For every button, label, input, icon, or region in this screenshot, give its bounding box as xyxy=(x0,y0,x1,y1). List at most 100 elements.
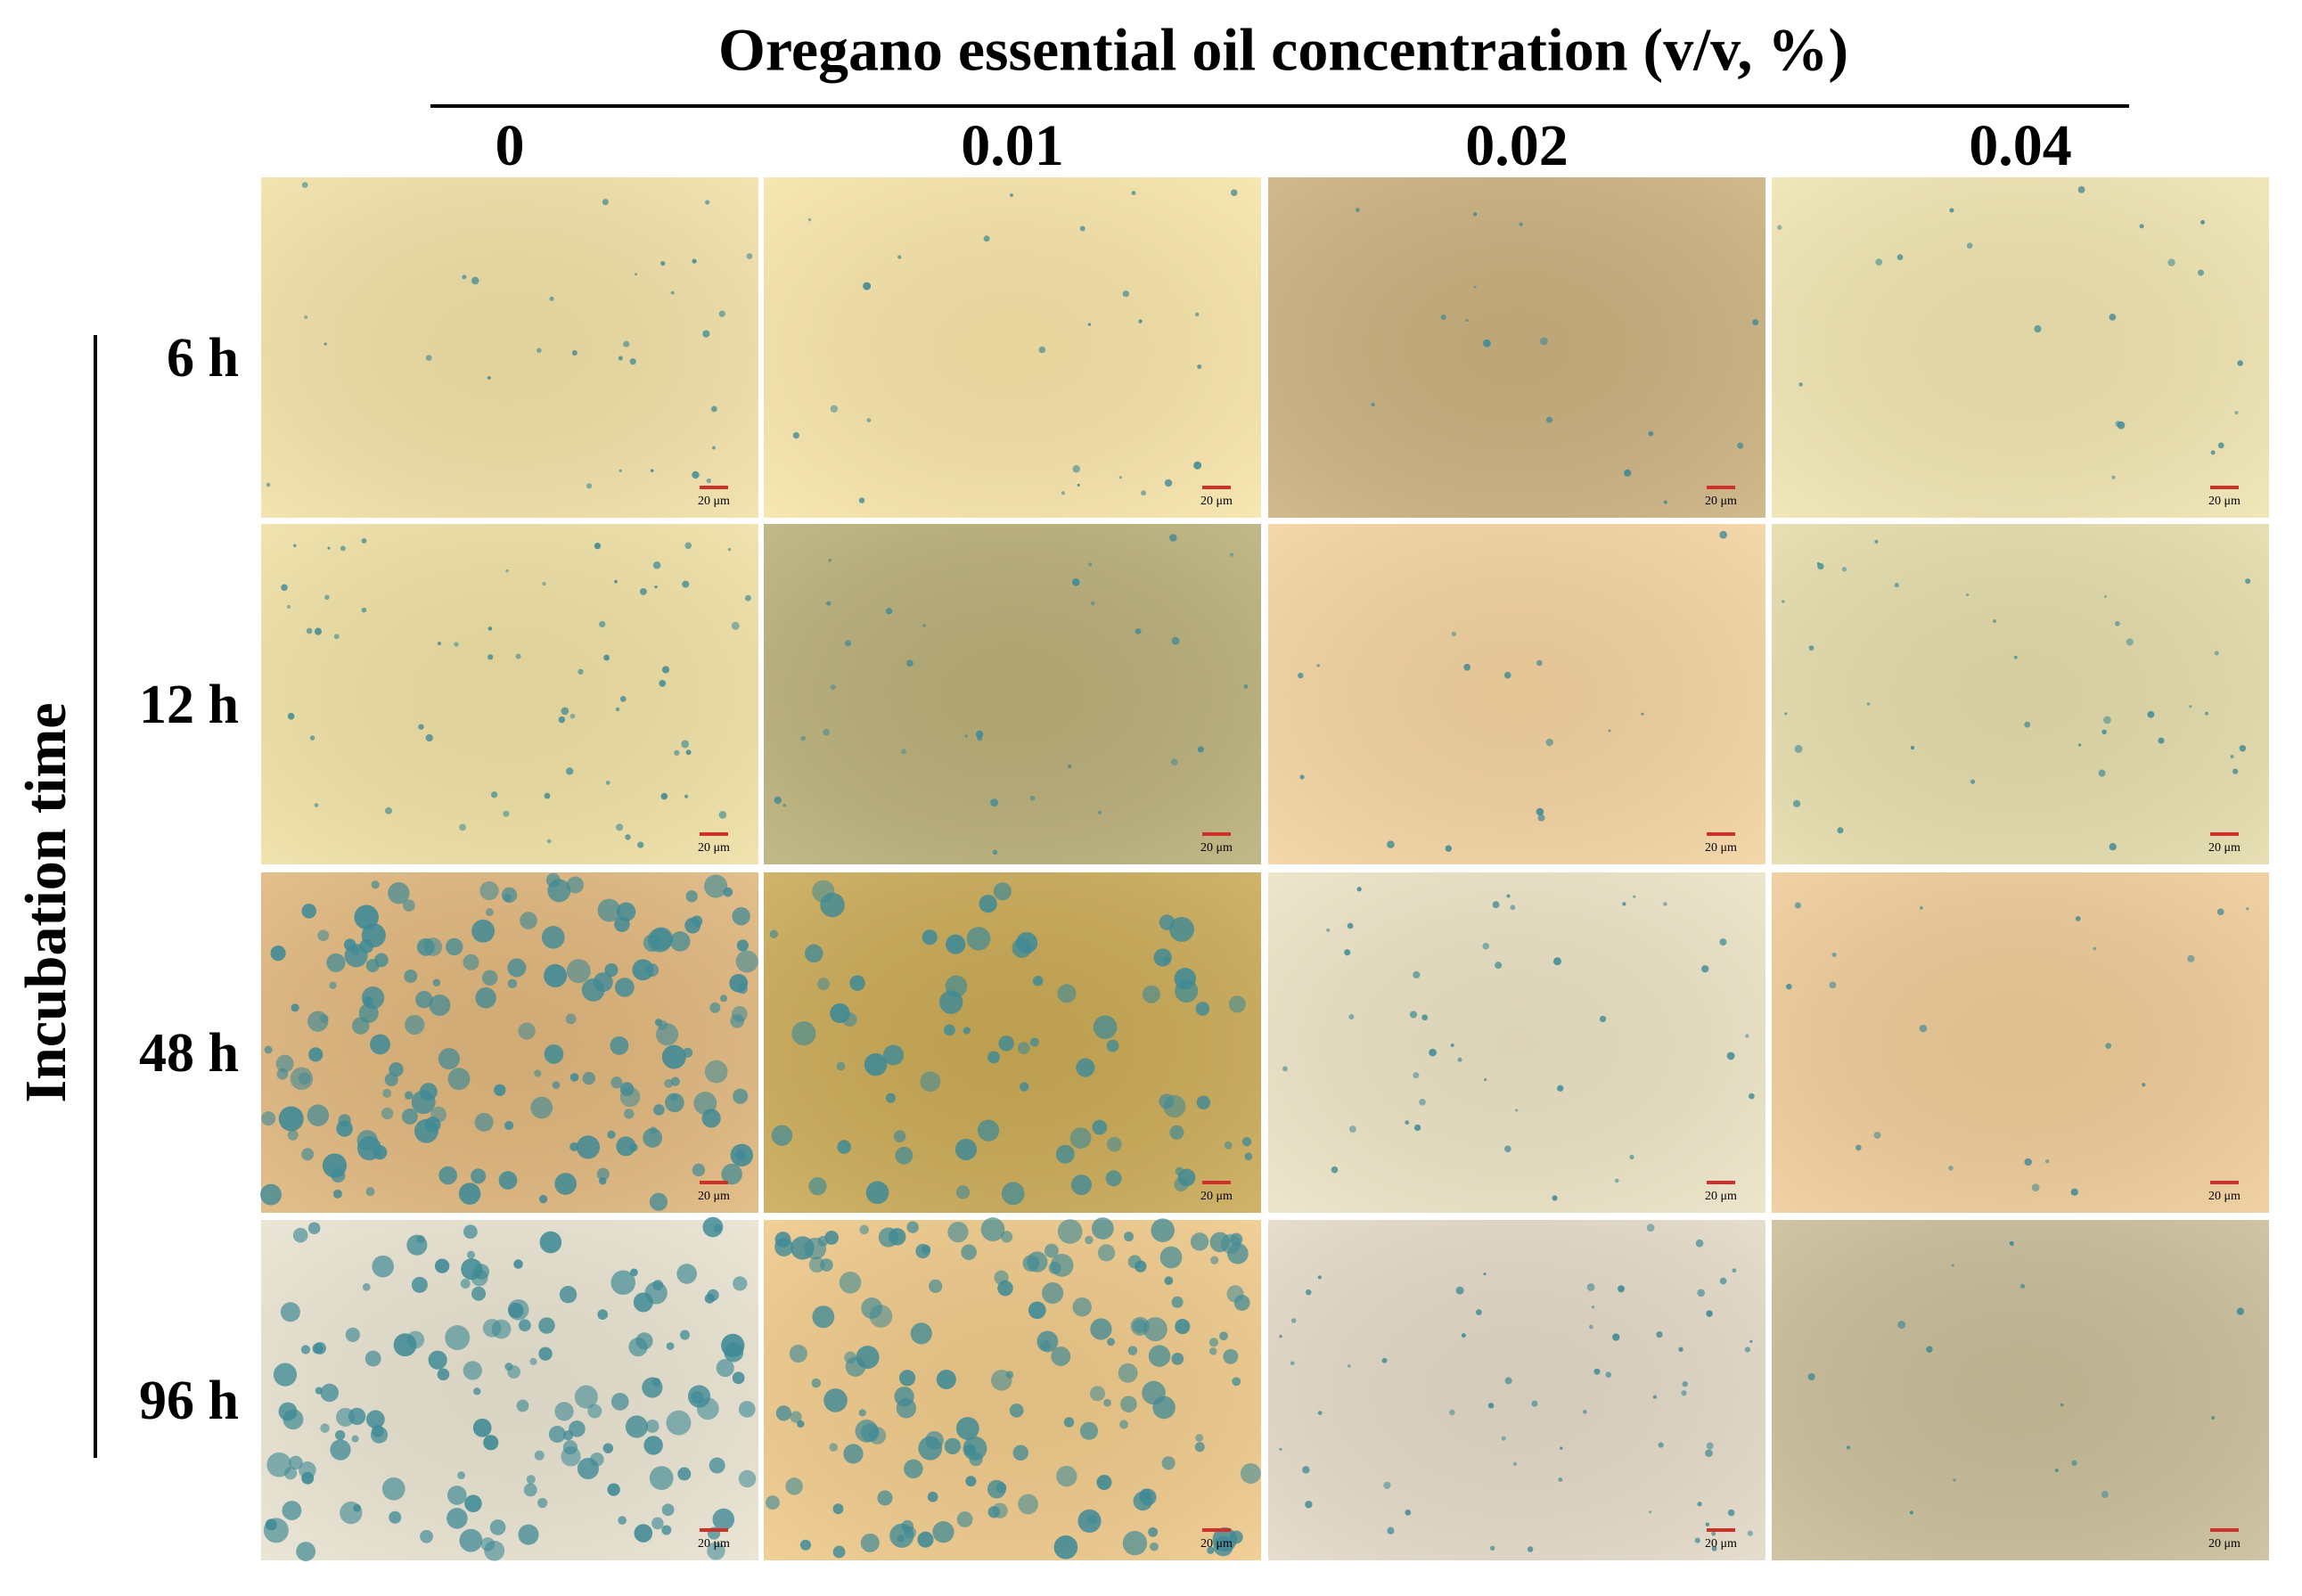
cell xyxy=(993,882,1012,901)
cell xyxy=(2189,705,2192,708)
cell xyxy=(724,1342,744,1363)
cell xyxy=(446,1486,467,1505)
cell xyxy=(1347,922,1354,929)
cell xyxy=(1005,1371,1014,1379)
cell xyxy=(479,880,499,901)
cell xyxy=(992,849,998,855)
cell xyxy=(893,1130,906,1142)
cell xyxy=(720,994,728,1003)
cell xyxy=(1652,1395,1658,1399)
cell xyxy=(2147,710,2155,718)
cell xyxy=(1053,1535,1078,1559)
cell xyxy=(718,810,727,819)
cell xyxy=(1546,416,1553,423)
cell xyxy=(1213,1536,1233,1557)
cell xyxy=(571,349,578,356)
cell xyxy=(287,1129,299,1141)
cell xyxy=(1492,901,1500,909)
cell xyxy=(1299,774,1305,780)
cell xyxy=(2211,1416,2216,1420)
cell xyxy=(1348,1013,1355,1020)
cell xyxy=(371,880,380,889)
cell xyxy=(922,1245,931,1255)
cell xyxy=(415,990,433,1009)
cell xyxy=(1557,1084,1564,1093)
cell xyxy=(619,469,622,472)
cell xyxy=(812,1305,835,1329)
cell xyxy=(1169,534,1177,542)
cell xyxy=(2139,224,2144,229)
cell xyxy=(843,1444,864,1464)
cell xyxy=(471,919,496,943)
cell xyxy=(696,1397,719,1420)
cell xyxy=(569,1073,579,1082)
cell xyxy=(808,1177,827,1196)
cell xyxy=(1230,1232,1243,1246)
micrograph-shade xyxy=(1268,1220,1765,1560)
cell xyxy=(624,1109,635,1119)
cell xyxy=(381,1477,406,1501)
cell xyxy=(807,217,812,222)
cell xyxy=(301,182,308,188)
cell xyxy=(1243,684,1249,689)
cell xyxy=(330,1439,351,1461)
cell xyxy=(518,1022,536,1040)
cell xyxy=(1344,949,1351,956)
cell xyxy=(963,1444,976,1456)
cell xyxy=(1057,1219,1083,1244)
cell xyxy=(1240,1463,1261,1484)
cell xyxy=(513,1259,523,1269)
cell xyxy=(445,1325,471,1351)
cell xyxy=(774,796,782,805)
cell xyxy=(1347,1364,1351,1368)
cell xyxy=(489,1519,506,1535)
cell xyxy=(1387,840,1395,848)
cell xyxy=(1017,1042,1030,1055)
cell xyxy=(669,931,691,952)
cell xyxy=(791,1236,815,1260)
cell xyxy=(1784,712,1788,716)
cell xyxy=(463,954,479,970)
micrograph-shade xyxy=(1268,872,1765,1213)
cell xyxy=(280,1302,300,1322)
cell xyxy=(975,730,984,739)
cell xyxy=(2019,1283,2026,1289)
cell xyxy=(865,1181,889,1205)
cell xyxy=(1506,894,1511,898)
cell xyxy=(1161,1456,1176,1470)
cell xyxy=(610,1393,629,1411)
micrograph-shade xyxy=(1772,872,2269,1213)
cell xyxy=(944,1437,962,1455)
cell xyxy=(797,1420,805,1428)
cell xyxy=(2197,269,2205,276)
cell xyxy=(578,668,584,675)
cell xyxy=(1020,1082,1029,1092)
cell xyxy=(437,1368,450,1381)
cell xyxy=(485,908,494,917)
cell xyxy=(385,806,392,814)
cell xyxy=(906,659,913,667)
cell xyxy=(863,282,872,291)
cell xyxy=(1583,1410,1587,1414)
scale-bar-label: 20 μm xyxy=(1200,841,1233,855)
cell xyxy=(1874,539,1879,544)
cell xyxy=(345,1327,360,1342)
cell xyxy=(2075,916,2081,921)
cell xyxy=(382,1088,392,1098)
cell xyxy=(1070,1174,1092,1196)
cell xyxy=(653,1104,665,1116)
cell xyxy=(587,1404,602,1419)
cell xyxy=(733,1276,748,1291)
cell xyxy=(1127,1346,1138,1355)
cell xyxy=(1681,1390,1687,1396)
cell xyxy=(1197,364,1202,370)
cell xyxy=(625,834,631,840)
cell xyxy=(365,1350,381,1367)
cell xyxy=(2237,360,2243,366)
cell xyxy=(503,810,510,817)
cell xyxy=(733,1088,749,1104)
cell xyxy=(1445,845,1453,852)
cell xyxy=(710,405,717,413)
cell xyxy=(858,497,865,503)
cell xyxy=(2031,1183,2040,1192)
